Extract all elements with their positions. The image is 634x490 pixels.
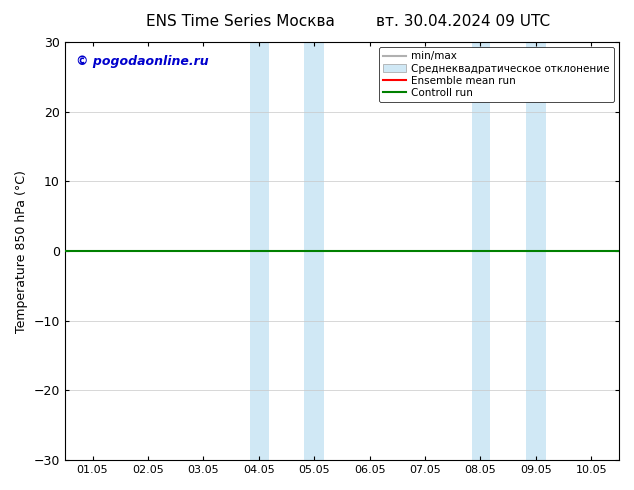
Bar [304, 42, 324, 460]
Bar [250, 42, 269, 460]
Text: ENS Time Series Москва: ENS Time Series Москва [146, 14, 335, 29]
Text: © pogodaonline.ru: © pogodaonline.ru [76, 54, 209, 68]
Bar [526, 42, 546, 460]
Bar [472, 42, 491, 460]
Text: вт. 30.04.2024 09 UTC: вт. 30.04.2024 09 UTC [376, 14, 550, 29]
Y-axis label: Temperature 850 hPa (°C): Temperature 850 hPa (°C) [15, 170, 28, 333]
Legend: min/max, Среднеквадратическое отклонение, Ensemble mean run, Controll run: min/max, Среднеквадратическое отклонение… [379, 47, 614, 102]
